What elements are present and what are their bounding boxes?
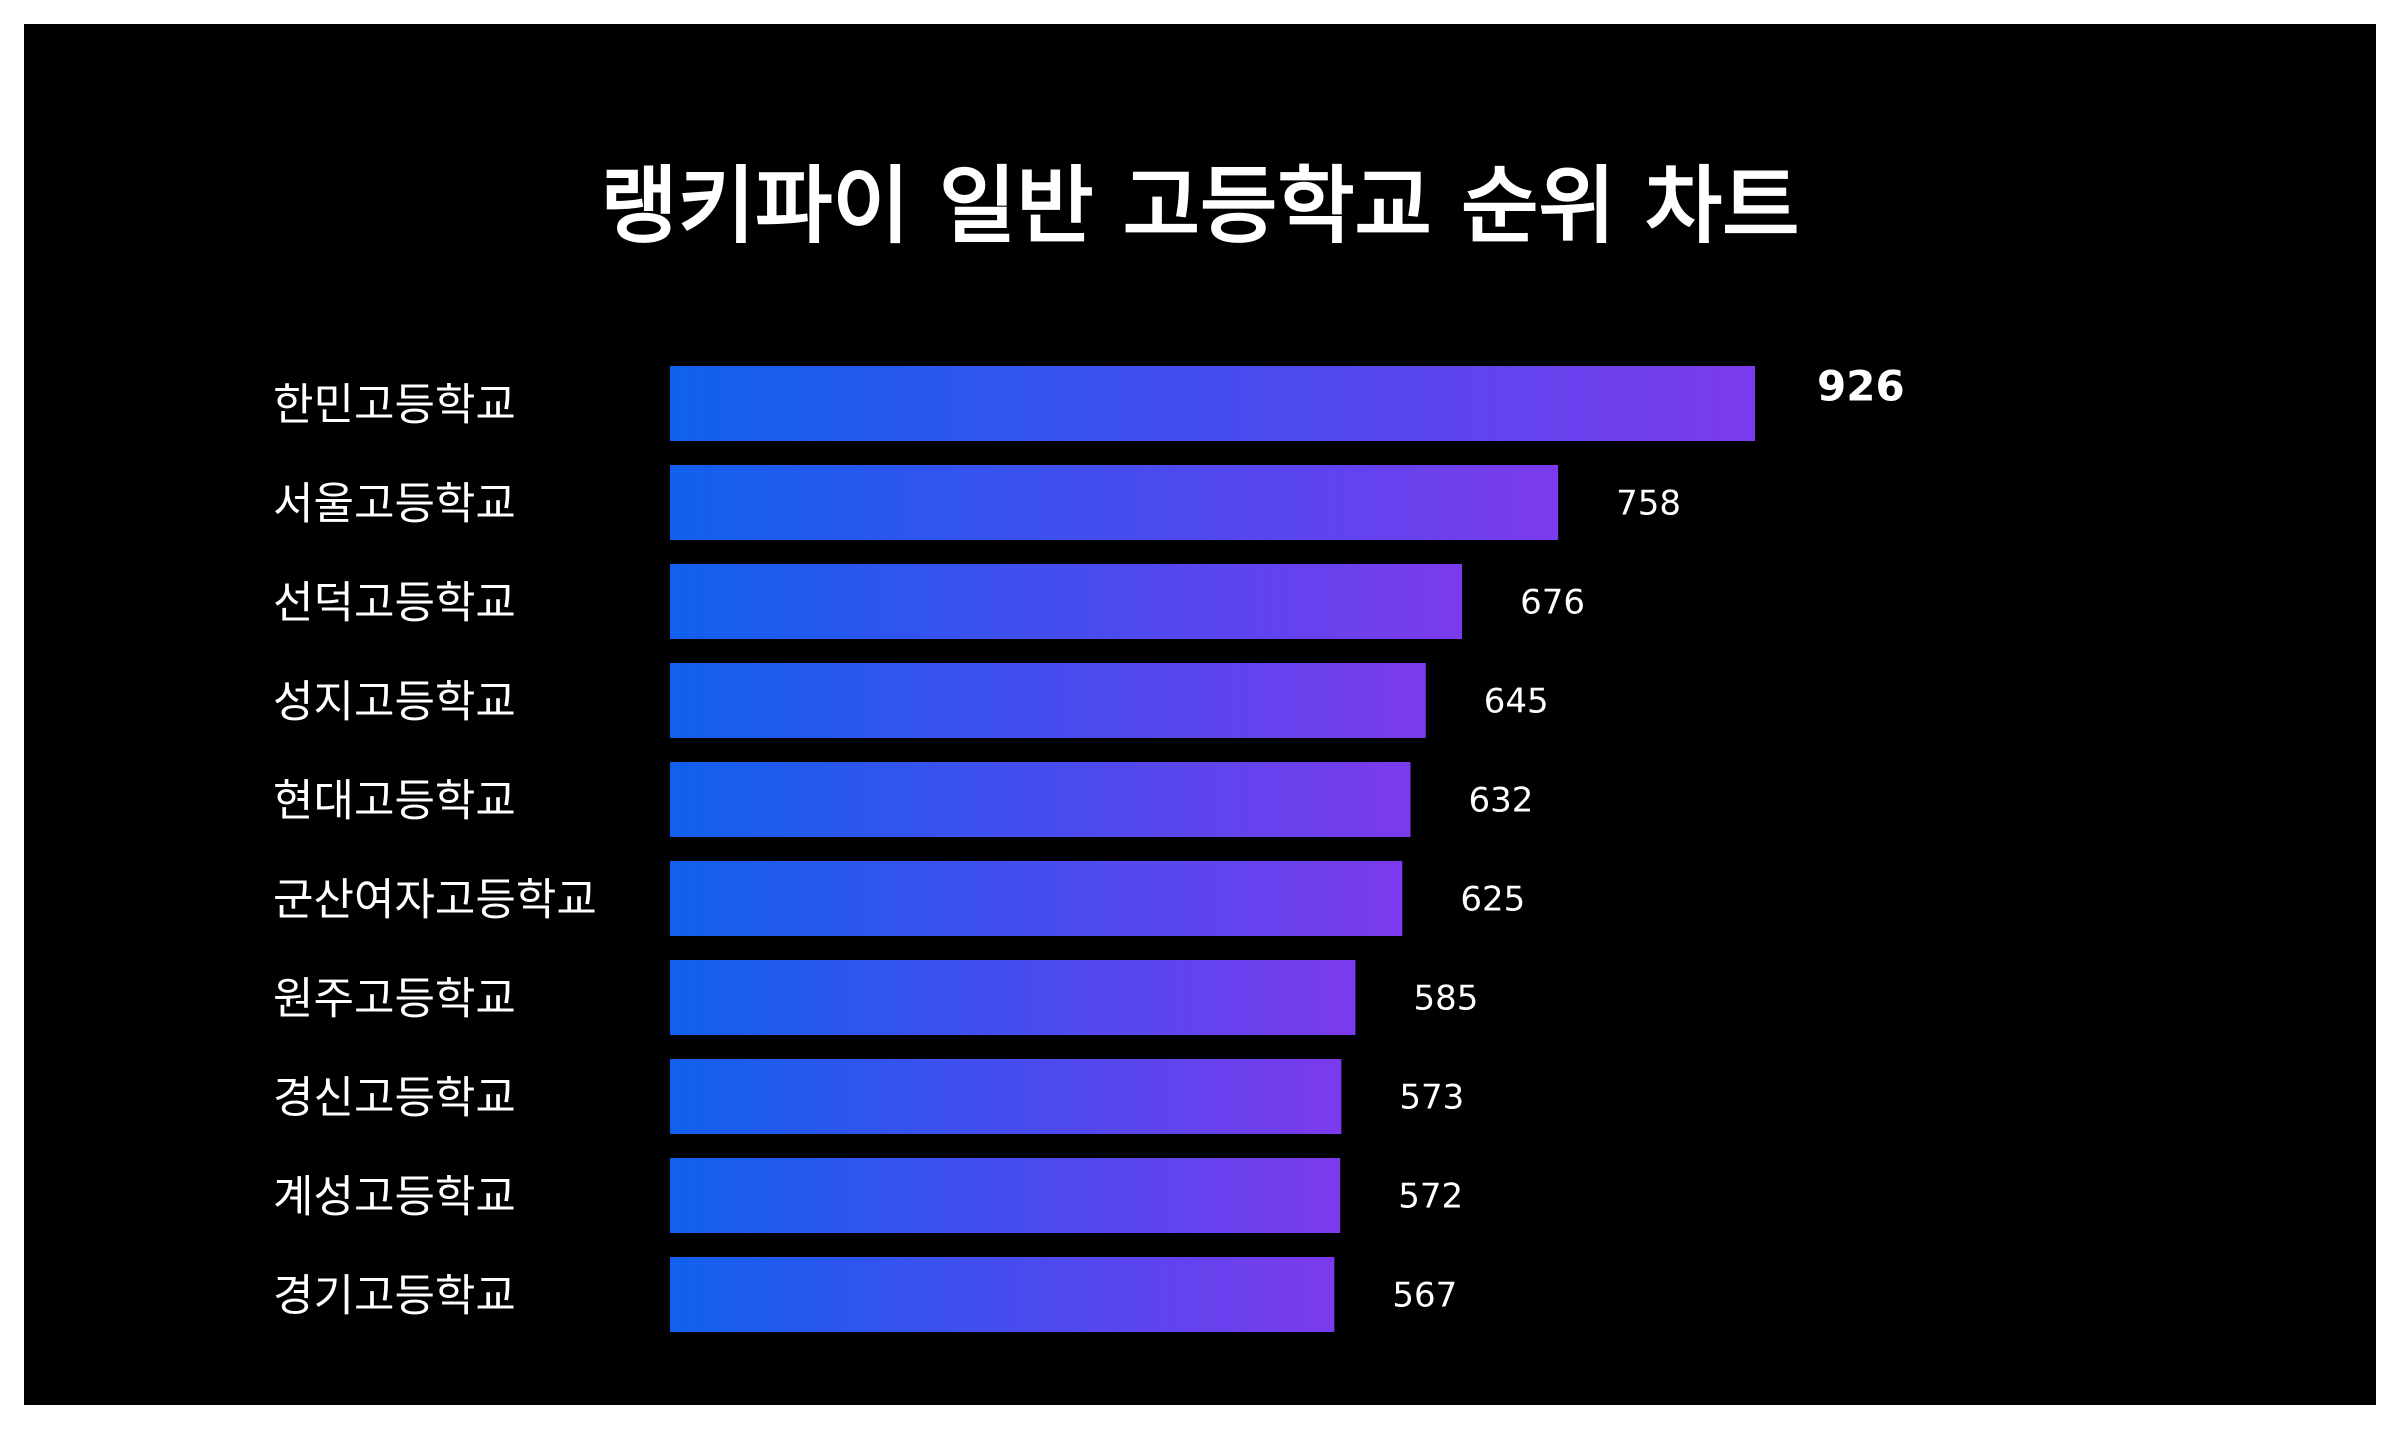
bar <box>670 564 1463 639</box>
bar <box>670 1257 1335 1332</box>
value-label: 625 <box>1460 880 1525 920</box>
category-label: 계성고등학교 <box>273 1172 516 1223</box>
bar <box>670 861 1403 936</box>
bar <box>670 1158 1341 1233</box>
category-label: 한민고등학교 <box>273 380 516 431</box>
bar <box>670 366 1755 441</box>
category-label: 경기고등학교 <box>273 1271 516 1322</box>
value-label: 632 <box>1469 781 1534 821</box>
category-label: 선덕고등학교 <box>273 578 516 629</box>
category-label: 군산여자고등학교 <box>273 875 597 926</box>
category-label: 경신고등학교 <box>273 1073 516 1124</box>
category-label: 성지고등학교 <box>273 677 516 728</box>
value-label: 676 <box>1520 583 1585 623</box>
value-label: 567 <box>1392 1276 1457 1316</box>
value-label: 758 <box>1616 484 1681 524</box>
bar <box>670 960 1356 1035</box>
category-label: 현대고등학교 <box>273 776 516 827</box>
category-label: 서울고등학교 <box>273 479 516 530</box>
bar <box>670 1059 1342 1134</box>
value-label: 585 <box>1413 979 1478 1019</box>
value-label: 573 <box>1399 1078 1464 1118</box>
category-label: 원주고등학교 <box>273 974 516 1025</box>
bar <box>670 465 1559 540</box>
value-label: 645 <box>1484 682 1549 722</box>
chart-marks: 한민고등학교 926 서울고등학교 758 선덕고등학교 676 성지고등학교 645 현대고등… <box>273 362 1905 1332</box>
bar <box>670 762 1411 837</box>
value-label: 926 <box>1817 362 1905 411</box>
chart-title: 랭키파이 일반 고등학교 순위 차트 <box>601 157 1800 255</box>
value-label: 572 <box>1398 1177 1463 1217</box>
bar <box>670 663 1426 738</box>
